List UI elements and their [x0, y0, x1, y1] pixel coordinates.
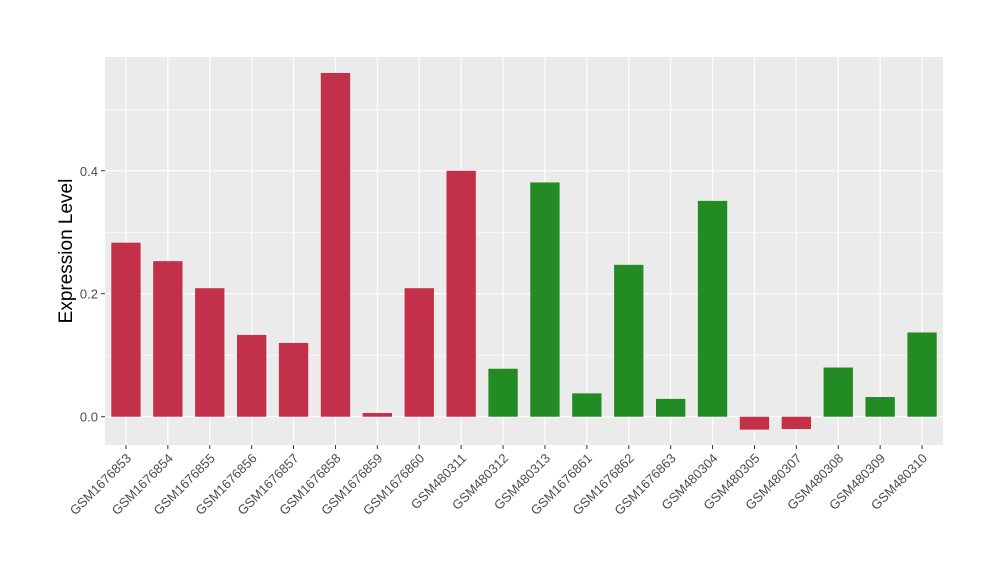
bar-GSM1676862	[614, 264, 644, 417]
bar-GSM1676863	[655, 398, 686, 417]
bar-GSM480308	[823, 367, 853, 417]
bar-GSM1676861	[572, 393, 602, 417]
bar-GSM1676859	[362, 413, 393, 417]
bar-GSM1676857	[278, 342, 309, 417]
y-tick-label: 0.0	[80, 410, 98, 425]
bar-GSM480305	[739, 416, 770, 430]
bar-GSM1676855	[195, 288, 225, 417]
bar-GSM480310	[907, 332, 937, 417]
y-tick-label: 0.2	[80, 287, 98, 302]
bar-GSM480307	[781, 416, 812, 430]
y-tick-label: 0.4	[80, 164, 98, 179]
bar-GSM480312	[488, 368, 518, 417]
bar-GSM1676860	[404, 288, 434, 417]
bar-GSM480313	[530, 182, 560, 417]
bars	[111, 72, 937, 430]
y-axis: 0.0 0.2 0.4	[80, 164, 105, 425]
bar-GSM480311	[446, 170, 476, 417]
y-axis-label: Expression Level	[56, 179, 77, 324]
bar-GSM1676856	[236, 334, 267, 417]
x-axis: GSM1676853GSM1676854GSM1676855GSM1676856…	[67, 445, 930, 518]
plot-panel	[105, 57, 943, 445]
bar-GSM1676853	[111, 242, 141, 417]
bar-GSM1676854	[153, 261, 183, 417]
bar-GSM480309	[865, 397, 895, 417]
bar-GSM480304	[697, 200, 728, 417]
bar-GSM1676858	[320, 72, 351, 417]
